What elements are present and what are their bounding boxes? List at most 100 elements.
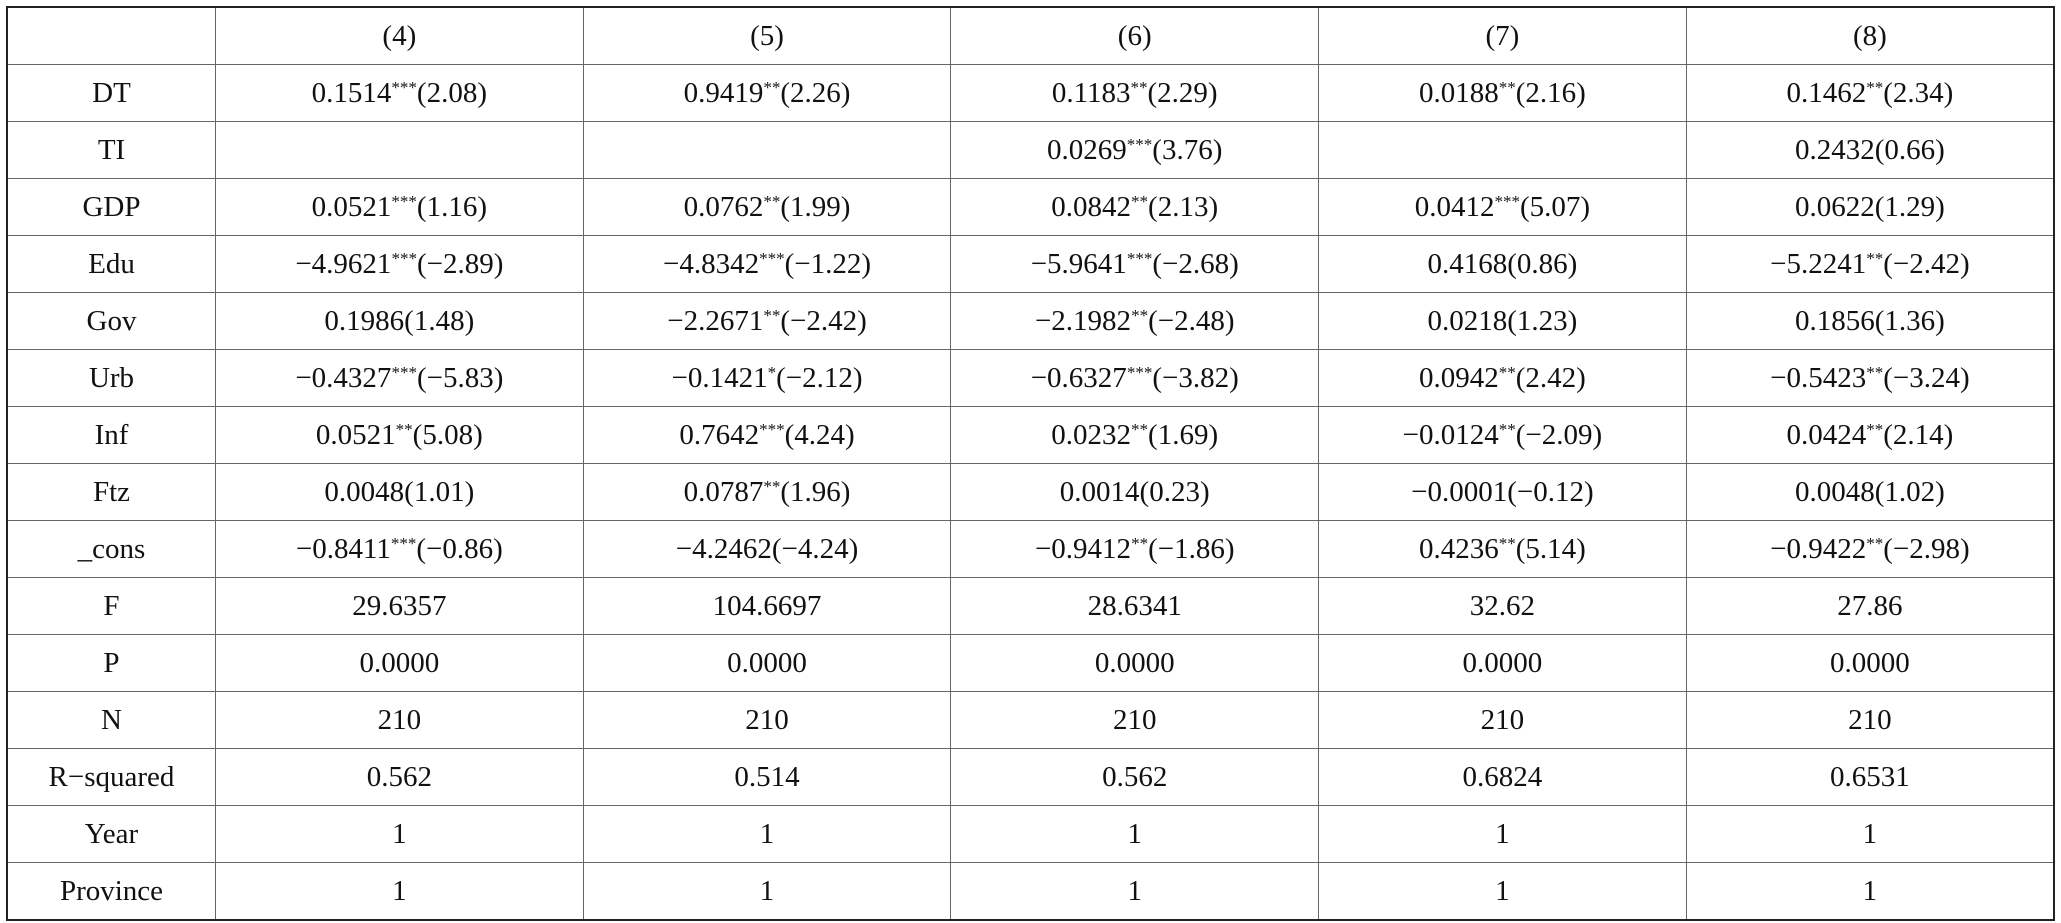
t-statistic: (4.24) <box>784 418 855 451</box>
t-statistic: (0.66) <box>1874 133 1945 166</box>
t-statistic: (2.29) <box>1147 76 1218 109</box>
coefficient: −2.2671 <box>667 304 764 337</box>
t-statistic: (−1.86) <box>1148 532 1235 565</box>
value-cell: 0.514 <box>582 748 952 806</box>
significance-stars: ** <box>1866 533 1884 553</box>
value-cell: 0.0000 <box>950 634 1320 692</box>
row-label: F <box>6 577 216 635</box>
significance-stars: *** <box>759 419 785 439</box>
value-cell: 0.0000 <box>1318 634 1687 692</box>
column-header: (4) <box>215 6 584 65</box>
column-header: (5) <box>582 6 952 65</box>
significance-stars: ** <box>1866 77 1884 97</box>
table-row: F 29.6357 104.6697 28.6341 32.62 27.86 <box>6 577 2055 635</box>
coefficient-cell: 0.0048(1.02) <box>1685 463 2055 521</box>
coefficient: 0.0014 <box>1059 475 1140 508</box>
coefficient-cell: 0.9419**(2.26) <box>582 64 952 122</box>
coefficient: −4.8342 <box>663 247 760 280</box>
t-statistic: (2.42) <box>1515 361 1586 394</box>
t-statistic: (3.76) <box>1152 133 1223 166</box>
coefficient-cell: −0.0001(−0.12) <box>1318 463 1687 521</box>
t-statistic: (−3.82) <box>1152 361 1239 394</box>
coefficient: −5.2241 <box>1770 247 1867 280</box>
significance-stars: *** <box>1126 362 1153 382</box>
significance-stars: ** <box>1866 248 1884 268</box>
coefficient-cell: −0.5423**(−3.24) <box>1685 349 2055 407</box>
value-cell: 32.62 <box>1318 577 1687 635</box>
table-row: Province 1 1 1 1 1 <box>6 862 2055 921</box>
coefficient: 0.0188 <box>1418 76 1499 109</box>
t-statistic: (−1.22) <box>784 247 872 280</box>
t-statistic: (−2.09) <box>1515 418 1603 451</box>
row-label: P <box>6 634 216 692</box>
significance-stars: ** <box>1131 533 1149 553</box>
value-cell: 1 <box>582 805 952 863</box>
coefficient: −0.4327 <box>295 361 392 394</box>
value-cell: 1 <box>215 862 584 921</box>
significance-stars: ** <box>1131 305 1149 325</box>
significance-stars: ** <box>763 191 781 211</box>
t-statistic: (0.86) <box>1507 247 1578 280</box>
t-statistic: (2.34) <box>1883 76 1954 109</box>
t-statistic: (−2.42) <box>1883 247 1970 280</box>
empty-cell <box>1318 121 1687 179</box>
row-label: Inf <box>6 406 216 464</box>
value-cell: 0.0000 <box>1685 634 2055 692</box>
value-cell: 210 <box>215 691 584 749</box>
coefficient: 0.9419 <box>683 76 764 109</box>
significance-stars: *** <box>391 362 417 382</box>
significance-stars: *** <box>759 248 785 268</box>
row-label: Edu <box>6 235 216 293</box>
value-cell: 1 <box>950 862 1320 921</box>
coefficient: −0.1421 <box>671 361 768 394</box>
t-statistic: (−2.98) <box>1883 532 1970 565</box>
significance-stars: *** <box>1494 191 1520 211</box>
coefficient-cell: 0.1462**(2.34) <box>1685 64 2055 122</box>
value-cell: 104.6697 <box>582 577 952 635</box>
coefficient-cell: 0.0622(1.29) <box>1685 178 2055 236</box>
column-header: (6) <box>950 6 1320 65</box>
coefficient-cell: −2.2671**(−2.42) <box>582 292 952 350</box>
significance-stars: *** <box>391 191 417 211</box>
coefficient: 0.1514 <box>311 76 392 109</box>
coefficient-cell: −4.2462(−4.24) <box>582 520 952 578</box>
table-row: Gov 0.1986(1.48) −2.2671**(−2.42) −2.1982**… <box>6 292 2055 350</box>
coefficient: 0.0787 <box>683 475 764 508</box>
coefficient: −0.9422 <box>1770 532 1867 565</box>
significance-stars: *** <box>391 77 417 97</box>
t-statistic: (2.08) <box>416 76 487 109</box>
significance-stars: ** <box>395 419 413 439</box>
coefficient-cell: 0.0787**(1.96) <box>582 463 952 521</box>
coefficient: 0.1986 <box>324 304 405 337</box>
t-statistic: (−3.24) <box>1883 361 1970 394</box>
corner-cell <box>6 6 216 65</box>
coefficient-cell: 0.0269***(3.76) <box>950 121 1320 179</box>
coefficient: 0.1183 <box>1051 76 1131 109</box>
coefficient-cell: 0.0014(0.23) <box>950 463 1320 521</box>
regression-table: (4) (5) (6) (7) (8) DT 0.1514***(2.08) 0.9419**… <box>6 6 2055 921</box>
significance-stars: *** <box>1126 248 1153 268</box>
row-label: DT <box>6 64 216 122</box>
coefficient-cell: −0.8411***(−0.86) <box>215 520 584 578</box>
coefficient: −2.1982 <box>1034 304 1132 337</box>
table-row: Year 1 1 1 1 1 <box>6 805 2055 863</box>
coefficient-cell: 0.2432(0.66) <box>1685 121 2055 179</box>
coefficient-cell: −0.9422**(−2.98) <box>1685 520 2055 578</box>
t-statistic: (2.26) <box>780 76 851 109</box>
coefficient: −0.8411 <box>295 532 391 565</box>
significance-stars: ** <box>1131 419 1149 439</box>
significance-stars: ** <box>1866 419 1884 439</box>
significance-stars: ** <box>1498 362 1516 382</box>
coefficient: 0.1462 <box>1786 76 1867 109</box>
coefficient: 0.0412 <box>1414 190 1495 223</box>
row-label: TI <box>6 121 216 179</box>
significance-stars: ** <box>1498 419 1516 439</box>
table-row: Ftz 0.0048(1.01) 0.0787**(1.96) 0.0014(0.23… <box>6 463 2055 521</box>
significance-stars: ** <box>763 305 781 325</box>
significance-stars: ** <box>1498 533 1516 553</box>
t-statistic: (1.69) <box>1148 418 1219 451</box>
value-cell: 210 <box>1685 691 2055 749</box>
row-label: N <box>6 691 216 749</box>
t-statistic: (1.96) <box>780 475 851 508</box>
coefficient: 0.0232 <box>1051 418 1132 451</box>
